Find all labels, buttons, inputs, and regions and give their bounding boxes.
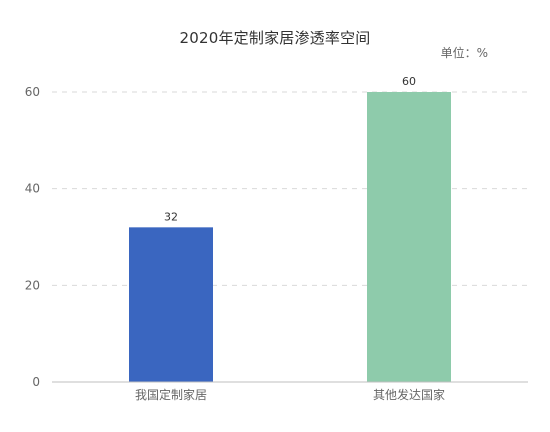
data-label-2: 60: [402, 75, 416, 88]
y-tick-label-60: 60: [25, 85, 40, 99]
y-tick-label-20: 20: [25, 278, 40, 292]
bar-2: [367, 92, 451, 382]
data-label-1: 32: [164, 210, 178, 223]
x-category-label-1: 我国定制家居: [135, 387, 207, 402]
labels: 0 20 40 60 32 我国定制家居 60 其他发达国家: [25, 75, 445, 402]
chart-title: 2020年定制家居渗透率空间: [179, 29, 371, 47]
y-tick-label-0: 0: [32, 375, 40, 389]
y-tick-label-40: 40: [25, 182, 40, 196]
bars: [129, 92, 451, 382]
gridlines: [52, 91, 528, 286]
x-category-label-2: 其他发达国家: [373, 387, 445, 402]
bar-1: [129, 227, 213, 382]
unit-label: 单位：%: [440, 46, 488, 60]
